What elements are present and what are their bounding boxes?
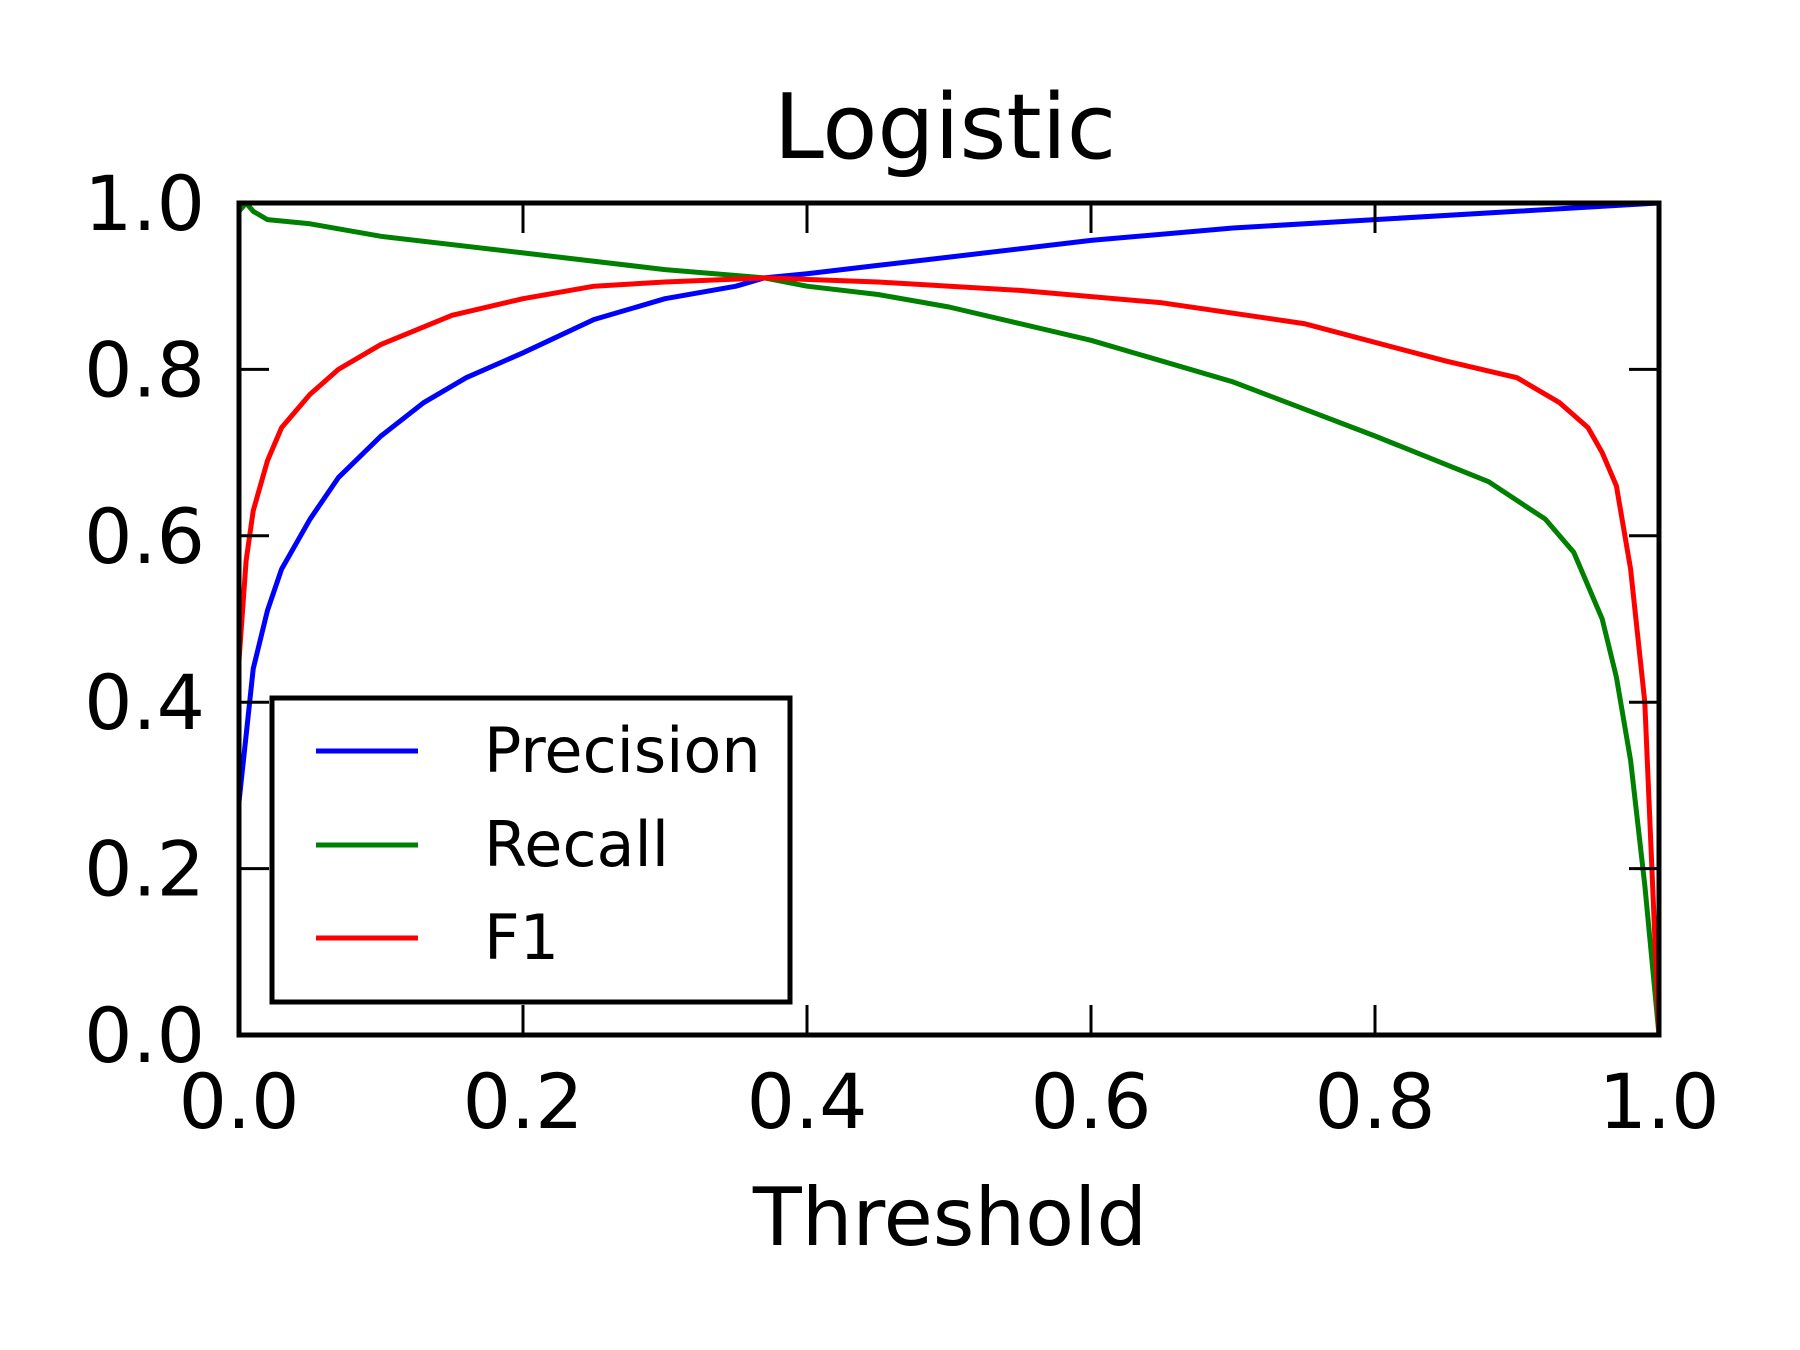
x-tick-label: 0.2 <box>463 1057 584 1146</box>
legend-label-recall: Recall <box>484 808 669 881</box>
legend-label-f1: F1 <box>484 901 559 974</box>
series-line-recall <box>237 200 1662 1036</box>
series-layer <box>236 200 1662 1036</box>
x-tick-label: 1.0 <box>1599 1057 1720 1146</box>
y-tick-label: 0.6 <box>84 492 205 581</box>
chart-title: Logistic <box>774 75 1116 180</box>
legend: Precision Recall F1 <box>269 695 793 1005</box>
y-tick-label: 0.0 <box>84 991 205 1080</box>
legend-box <box>269 695 793 1005</box>
plot-frame <box>236 200 1662 1038</box>
x-tick-label: 0.4 <box>747 1057 868 1146</box>
x-tick-label: 0.0 <box>179 1057 300 1146</box>
x-tick-label: 0.8 <box>1315 1057 1436 1146</box>
y-tick-label: 0.2 <box>84 825 205 914</box>
x-tick-label: 0.6 <box>1031 1057 1152 1146</box>
y-tick-label: 1.0 <box>84 159 205 248</box>
tick-labels-layer: 0.0 0.2 0.4 0.6 0.8 1.0 0.0 0.2 0.4 0.6 0.8 1.0 <box>84 159 1719 1146</box>
series-line-f1 <box>236 275 1662 1036</box>
y-tick-label: 0.4 <box>84 658 205 747</box>
x-axis-label: Threshold <box>752 1171 1147 1264</box>
series-line-precision <box>236 200 1660 803</box>
legend-label-precision: Precision <box>484 714 761 787</box>
y-tick-label: 0.8 <box>84 325 205 414</box>
